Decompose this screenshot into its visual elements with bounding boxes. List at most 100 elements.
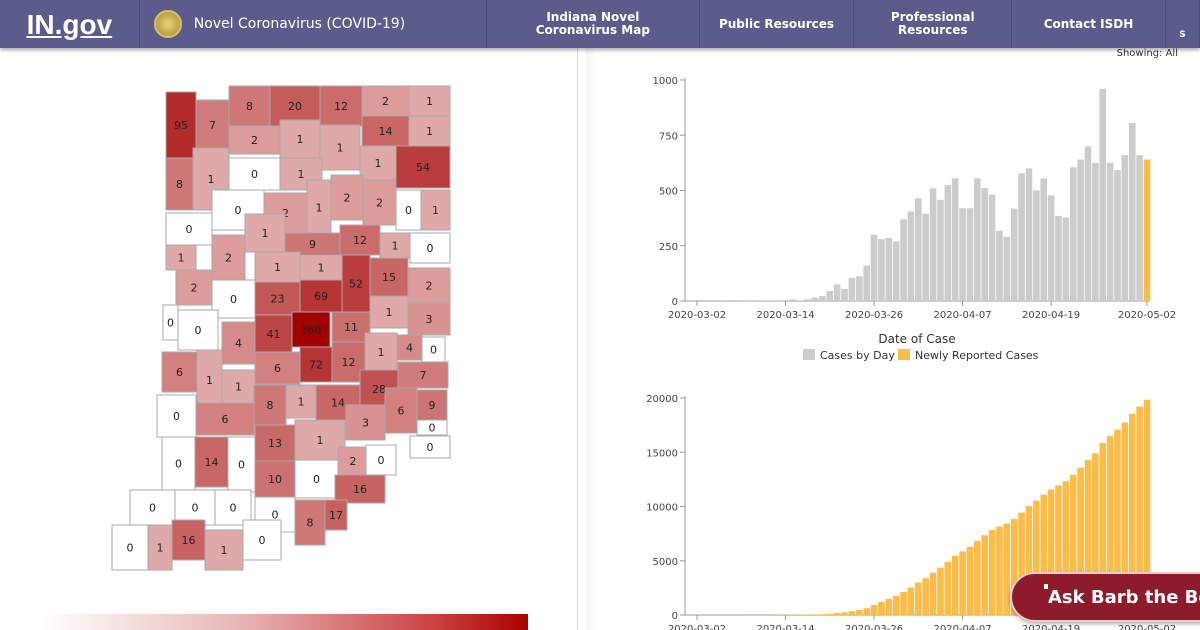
nav-contact-isdh[interactable]: Contact ISDH bbox=[1012, 0, 1167, 48]
county[interactable]: 69 bbox=[299, 279, 343, 313]
county[interactable]: 2 bbox=[361, 85, 410, 117]
county[interactable]: 1 bbox=[254, 251, 301, 283]
county[interactable]: 0 bbox=[174, 489, 216, 526]
county[interactable]: 54 bbox=[395, 145, 451, 189]
county[interactable]: 72 bbox=[299, 346, 333, 383]
county[interactable]: 0 bbox=[156, 394, 197, 438]
county[interactable]: 1 bbox=[294, 419, 346, 461]
county[interactable]: 2 bbox=[330, 174, 364, 221]
bar bbox=[1033, 500, 1040, 615]
legend-swatch bbox=[898, 349, 910, 360]
county[interactable]: 0 bbox=[294, 459, 339, 499]
county[interactable]: 0 bbox=[111, 524, 149, 571]
nav-public-resources[interactable]: Public Resources bbox=[700, 0, 855, 48]
bar bbox=[907, 587, 915, 615]
county[interactable]: 2 bbox=[362, 179, 397, 226]
bar bbox=[951, 555, 959, 615]
county[interactable]: 1 bbox=[408, 85, 451, 117]
county[interactable]: 12 bbox=[319, 85, 363, 127]
county[interactable]: 0 bbox=[242, 519, 282, 561]
county[interactable]: 2 bbox=[175, 269, 213, 306]
county[interactable]: 2 bbox=[228, 125, 281, 155]
county[interactable]: 1 bbox=[285, 384, 317, 419]
county[interactable]: 17 bbox=[324, 499, 348, 531]
county[interactable]: 0 bbox=[228, 157, 281, 191]
county[interactable]: 1 bbox=[244, 213, 286, 253]
county[interactable]: 0 bbox=[227, 436, 256, 493]
nav-map[interactable]: Indiana Novel Coronavirus Map bbox=[487, 0, 700, 48]
county[interactable]: 1 bbox=[408, 115, 451, 147]
nav-professional-resources[interactable]: Professional Resources bbox=[854, 0, 1012, 48]
showing-filter[interactable]: Showing: All bbox=[1116, 48, 1178, 59]
county[interactable]: 0 bbox=[165, 212, 213, 246]
county[interactable]: 7 bbox=[397, 361, 449, 389]
in-gov-logo[interactable]: IN.gov bbox=[0, 0, 140, 48]
nav-more[interactable]: S bbox=[1166, 0, 1200, 48]
county-case-count: 1 bbox=[432, 204, 439, 217]
bar bbox=[915, 198, 922, 301]
county[interactable]: 3 bbox=[407, 302, 451, 336]
county[interactable]: 4 bbox=[396, 334, 423, 361]
county[interactable]: 6 bbox=[161, 351, 198, 393]
county[interactable]: 11 bbox=[331, 311, 371, 343]
county[interactable]: 6 bbox=[254, 351, 301, 385]
county[interactable]: 8 bbox=[294, 499, 326, 546]
county[interactable]: 0 bbox=[162, 304, 179, 341]
county[interactable]: 0 bbox=[421, 336, 446, 363]
county[interactable]: 23 bbox=[254, 281, 301, 316]
county[interactable]: 0 bbox=[365, 444, 397, 476]
county[interactable]: 9 bbox=[416, 389, 448, 421]
county[interactable]: 8 bbox=[228, 85, 271, 127]
county[interactable]: 52 bbox=[341, 254, 371, 313]
county-case-count: 360 bbox=[301, 324, 322, 337]
county[interactable]: 1 bbox=[364, 332, 398, 372]
county[interactable]: 1 bbox=[319, 124, 361, 171]
county[interactable]: 2 bbox=[407, 267, 451, 304]
county[interactable]: 360 bbox=[291, 311, 331, 348]
county[interactable]: 0 bbox=[161, 436, 196, 491]
county[interactable]: 0 bbox=[214, 489, 252, 526]
county[interactable]: 0 bbox=[395, 189, 422, 231]
county[interactable]: 16 bbox=[334, 474, 386, 504]
county[interactable]: 6 bbox=[195, 402, 255, 436]
county[interactable]: 10 bbox=[254, 460, 296, 498]
county[interactable]: 1 bbox=[359, 145, 397, 181]
county[interactable]: 2 bbox=[211, 234, 246, 281]
county[interactable]: 16 bbox=[171, 519, 206, 561]
county[interactable]: 1 bbox=[369, 295, 409, 329]
county[interactable]: 0 bbox=[409, 232, 451, 264]
bar bbox=[870, 234, 878, 301]
bar bbox=[959, 208, 966, 301]
county[interactable]: 2 bbox=[337, 446, 369, 476]
county[interactable]: 0 bbox=[177, 309, 219, 351]
county[interactable]: 1 bbox=[196, 349, 223, 411]
county[interactable]: 12 bbox=[339, 224, 381, 256]
county[interactable]: 95 bbox=[165, 91, 197, 159]
county[interactable]: 15 bbox=[369, 257, 409, 297]
county[interactable]: 3 bbox=[345, 404, 386, 441]
county[interactable]: 1 bbox=[165, 244, 197, 271]
county[interactable]: 41 bbox=[254, 314, 293, 354]
county[interactable]: 1 bbox=[299, 254, 343, 281]
county[interactable]: 1 bbox=[306, 179, 332, 236]
county[interactable]: 1 bbox=[420, 189, 451, 231]
county[interactable]: 1 bbox=[147, 524, 173, 571]
county[interactable]: 8 bbox=[165, 157, 194, 211]
county[interactable]: 14 bbox=[194, 436, 229, 488]
county[interactable]: 0 bbox=[416, 419, 448, 436]
county[interactable]: 1 bbox=[379, 232, 411, 259]
county[interactable]: 0 bbox=[129, 489, 176, 526]
ask-barb-chatbot-button[interactable]: Ask Barb the Bot bbox=[1010, 572, 1200, 622]
county[interactable]: 4 bbox=[221, 321, 256, 365]
county[interactable]: 14 bbox=[361, 115, 410, 147]
county[interactable]: 6 bbox=[384, 387, 418, 434]
county[interactable]: 1 bbox=[204, 529, 244, 571]
site-title-link[interactable]: Novel Coronavirus (COVID-19) bbox=[140, 0, 488, 48]
county[interactable]: 0 bbox=[409, 435, 451, 459]
county[interactable]: 7 bbox=[195, 99, 230, 151]
county[interactable]: 1 bbox=[221, 369, 256, 404]
county[interactable]: 0 bbox=[211, 279, 256, 319]
county[interactable]: 13 bbox=[254, 424, 296, 462]
county[interactable]: 8 bbox=[253, 384, 287, 426]
county[interactable]: 1 bbox=[279, 119, 321, 159]
